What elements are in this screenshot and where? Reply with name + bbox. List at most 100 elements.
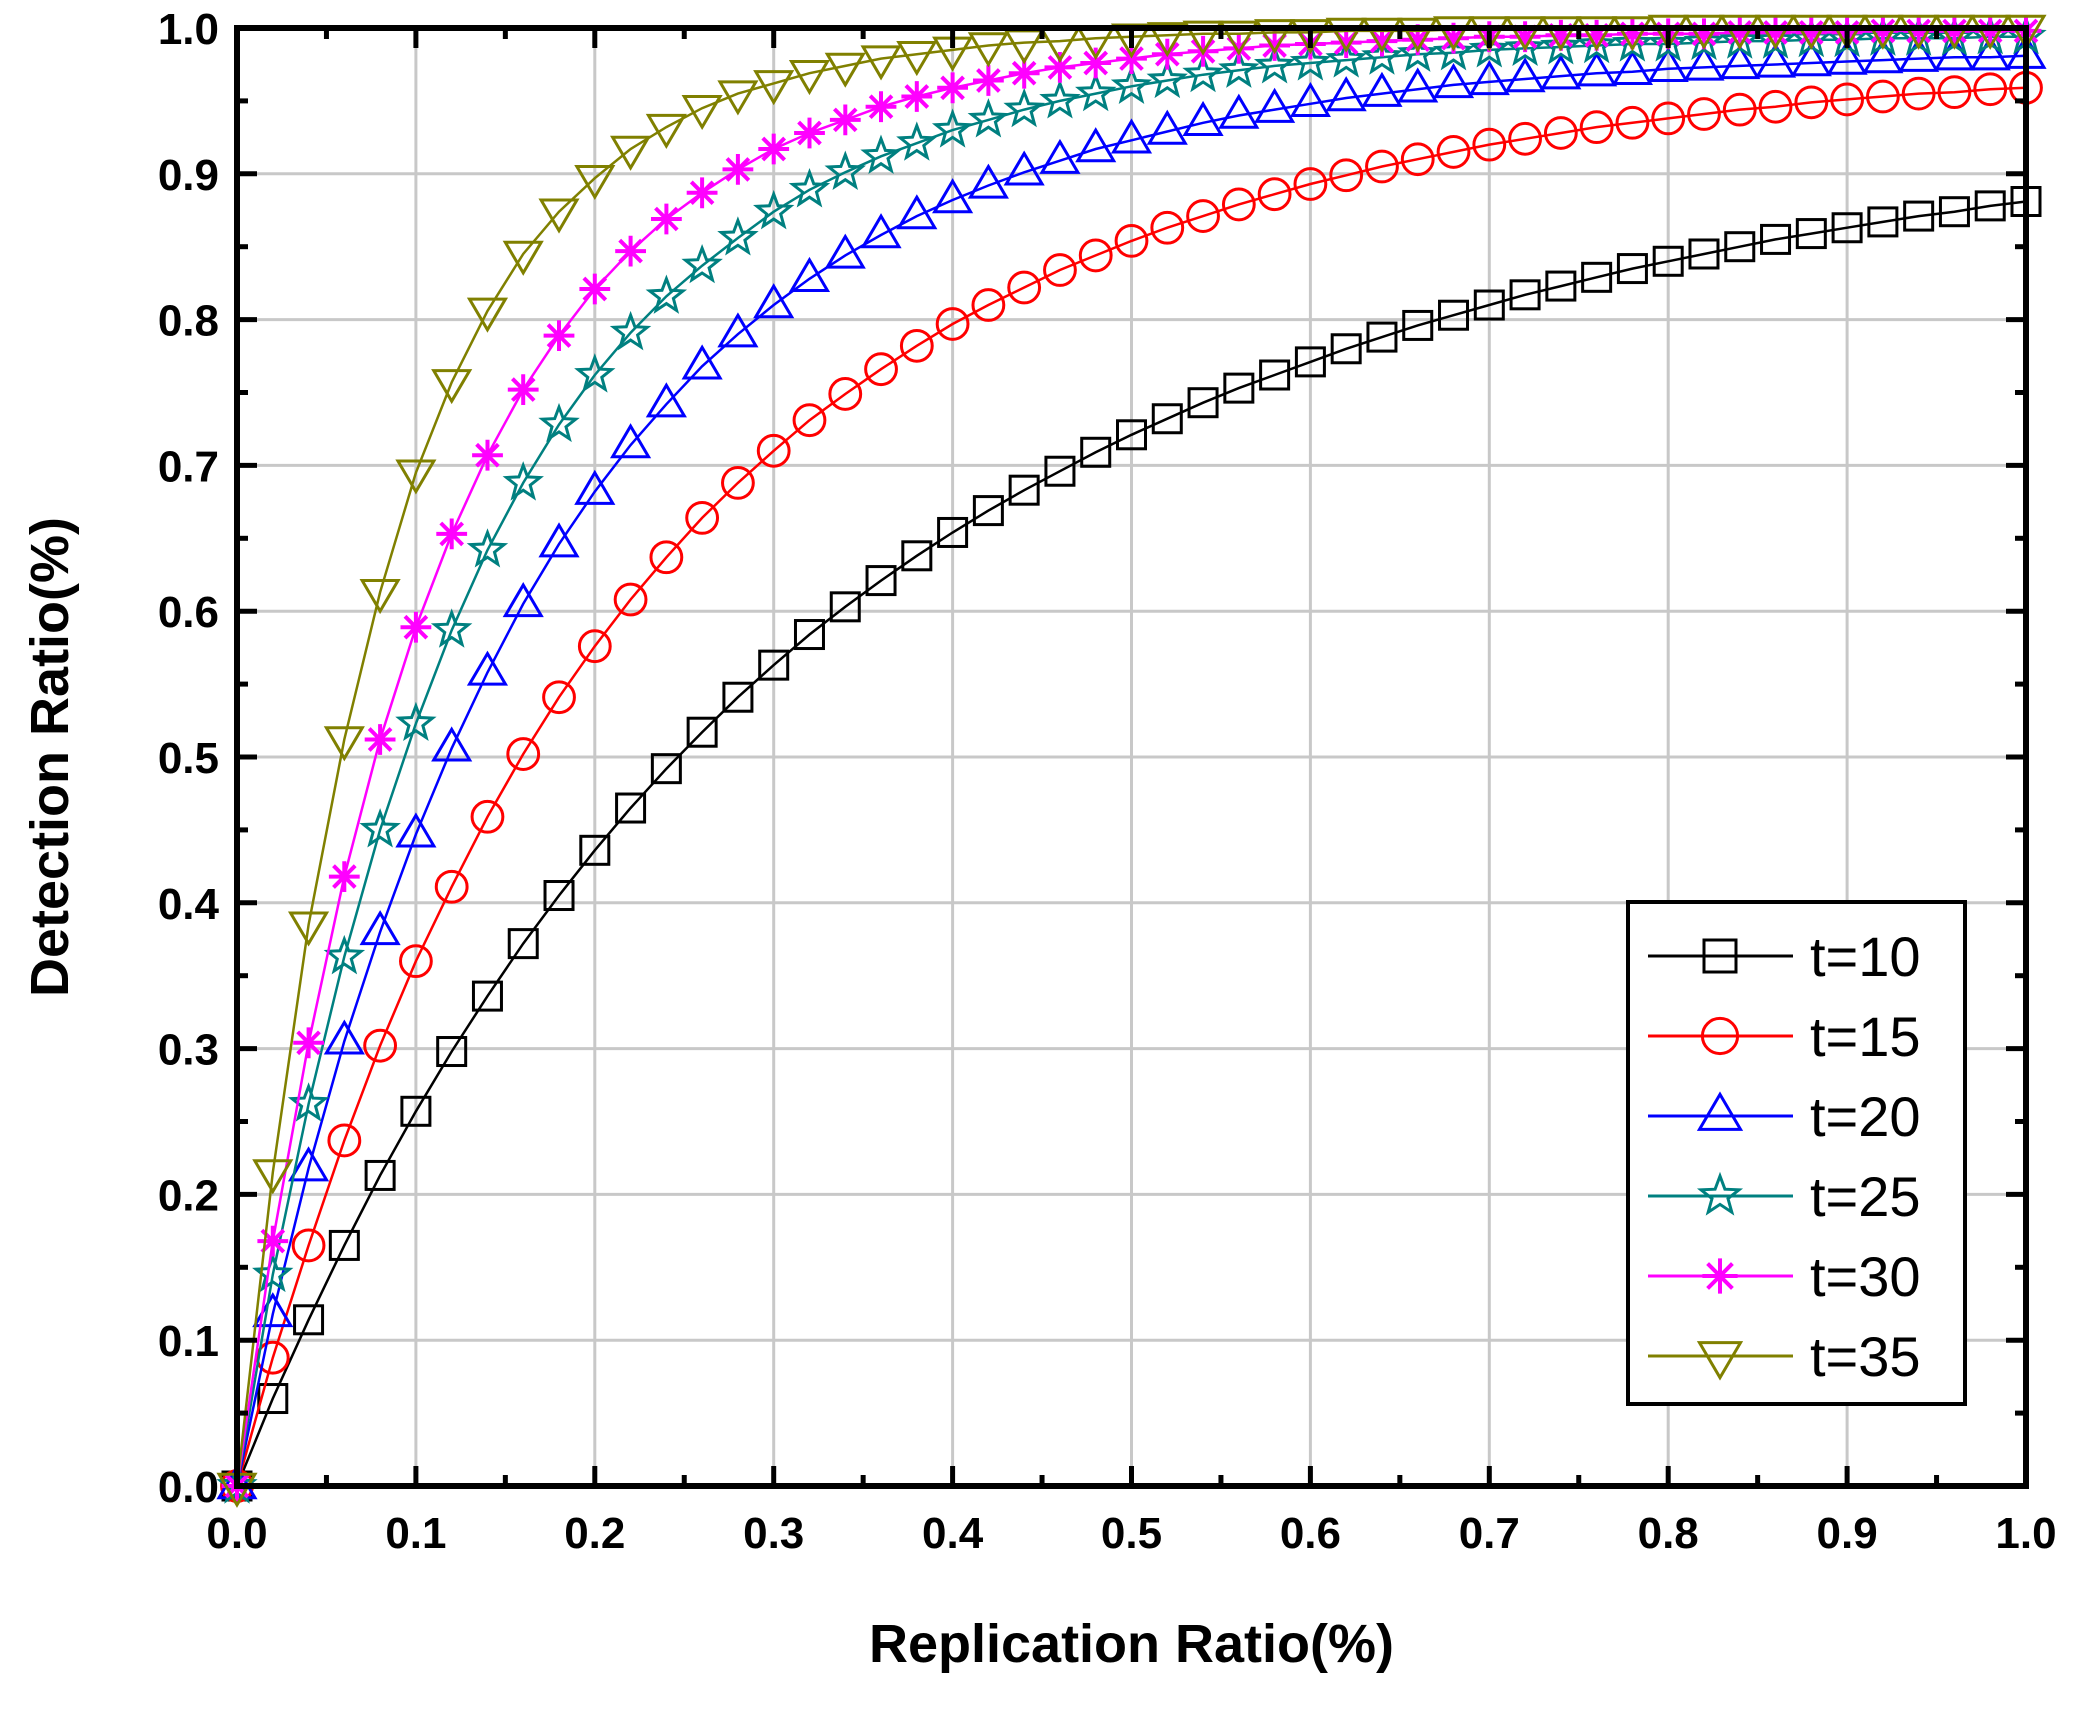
data-point — [865, 565, 897, 597]
x-tick-label: 0.7 — [1459, 1509, 1520, 1558]
data-point — [395, 459, 437, 495]
data-point — [860, 45, 902, 81]
data-point — [1790, 41, 1832, 77]
data-point — [865, 91, 897, 123]
data-point — [2005, 14, 2047, 50]
data-point — [1719, 14, 1761, 50]
x-tick-label: 0.8 — [1638, 1509, 1699, 1558]
data-point — [973, 65, 1004, 96]
legend-label: t=10 — [1810, 925, 1921, 988]
data-point — [1110, 64, 1153, 104]
data-point — [507, 928, 539, 960]
data-point — [1472, 127, 1507, 162]
y-tick-label: 0.4 — [158, 880, 220, 929]
legend-label: t=15 — [1810, 1005, 1921, 1068]
y-tick-label: 0.8 — [158, 297, 219, 346]
legend-marker — [1700, 1016, 1740, 1056]
data-point — [824, 233, 866, 269]
data-point — [1218, 93, 1260, 129]
data-point — [794, 117, 825, 149]
data-point — [1432, 31, 1475, 71]
legend-label: t=30 — [1810, 1245, 1921, 1308]
data-point — [470, 799, 505, 834]
data-point — [1581, 261, 1613, 293]
data-point — [1361, 17, 1403, 53]
data-point — [1683, 14, 1725, 50]
data-point — [1365, 149, 1399, 184]
data-point — [287, 1082, 330, 1122]
data-point — [1760, 17, 1791, 48]
data-point — [824, 150, 866, 190]
data-point — [323, 726, 365, 762]
data-point — [1862, 38, 1904, 74]
data-point — [1289, 81, 1331, 118]
data-point — [1724, 17, 1756, 48]
data-point — [257, 1383, 289, 1415]
legend-marker — [1702, 938, 1738, 974]
data-point — [466, 650, 509, 686]
y-tick-label: 0.9 — [158, 151, 219, 200]
data-point — [792, 403, 827, 438]
data-point — [1116, 419, 1147, 451]
data-point — [1325, 38, 1367, 78]
data-point — [1504, 26, 1546, 67]
data-point — [255, 1340, 290, 1375]
data-point — [753, 70, 795, 106]
data-point — [1003, 87, 1045, 128]
data-point — [542, 680, 576, 715]
data-point — [650, 753, 682, 785]
data-point — [574, 164, 616, 201]
data-point — [287, 911, 330, 947]
data-point — [466, 297, 509, 333]
data-point — [1688, 18, 1720, 50]
data-point — [1508, 121, 1542, 156]
data-point — [967, 32, 1009, 68]
data-point — [829, 591, 861, 623]
data-point — [896, 121, 938, 161]
data-point — [1150, 210, 1185, 245]
data-point — [507, 374, 539, 405]
data-point — [1647, 22, 1689, 62]
data-point — [1758, 89, 1793, 124]
data-point — [1325, 17, 1367, 53]
data-point — [434, 869, 469, 904]
data-point — [1867, 206, 1899, 238]
data-point — [717, 216, 759, 256]
data-point — [436, 1036, 468, 1068]
data-point — [293, 1027, 324, 1059]
y-axis-title: Detection Ratio(%) — [20, 517, 80, 997]
y-tick-label: 0.0 — [158, 1463, 219, 1512]
x-axis-title: Replication Ratio(%) — [869, 1614, 1394, 1674]
series-line — [235, 200, 2027, 1487]
series-t=10 — [221, 186, 2042, 1502]
data-point — [287, 1146, 330, 1182]
data-point — [1973, 72, 2008, 107]
data-point — [610, 423, 652, 459]
data-point — [685, 500, 720, 535]
data-point — [1325, 76, 1367, 112]
legend-item: t=15 — [1648, 1005, 1921, 1068]
data-point — [1039, 79, 1081, 119]
legend-item: t=35 — [1648, 1325, 1921, 1388]
data-point — [1289, 19, 1331, 55]
data-point — [1581, 19, 1612, 51]
data-point — [1724, 231, 1756, 263]
x-tick-label: 1.0 — [1995, 1509, 2056, 1558]
x-tick-label: 0.5 — [1101, 1509, 1162, 1558]
data-point — [860, 213, 902, 249]
data-point — [1504, 16, 1546, 52]
y-tick-label: 0.2 — [158, 1171, 219, 1220]
legend: t=10 t=15 t=20 t=25 t=30 t=35 — [1626, 900, 1967, 1406]
data-point — [364, 724, 396, 755]
data-point — [1289, 41, 1332, 81]
data-point — [257, 1225, 289, 1257]
data-point — [1545, 270, 1577, 302]
data-point — [1795, 218, 1827, 250]
data-point — [1223, 372, 1255, 404]
x-tick-label: 0.4 — [922, 1509, 984, 1558]
data-point — [1576, 51, 1618, 87]
data-point — [436, 518, 468, 550]
data-point — [431, 726, 473, 762]
data-point — [1044, 455, 1076, 487]
data-point — [788, 256, 831, 292]
